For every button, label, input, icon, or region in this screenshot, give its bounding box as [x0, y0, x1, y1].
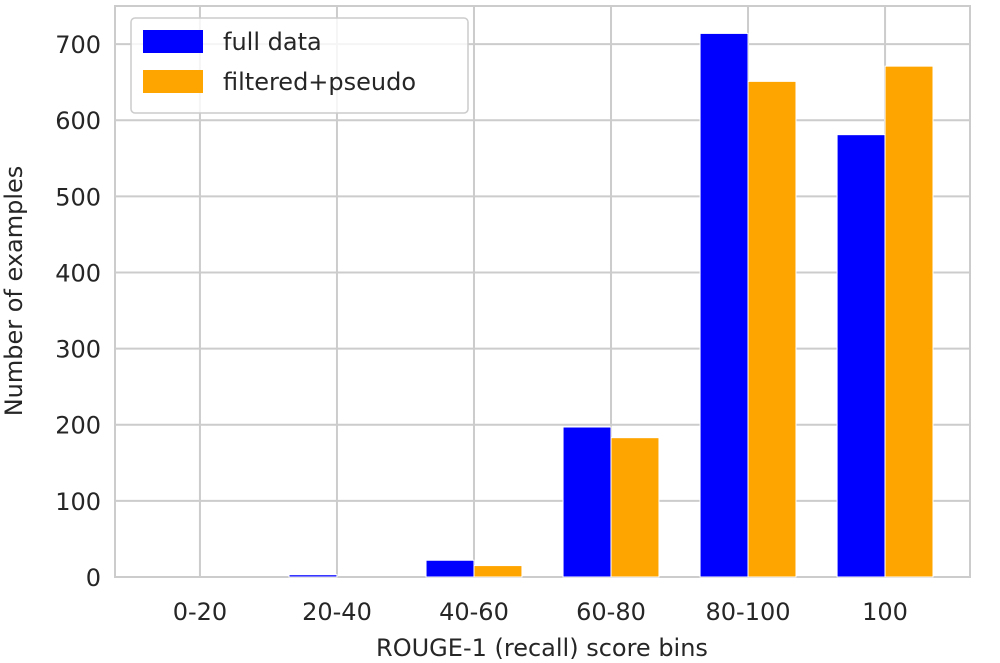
legend: full data filtered+pseudo: [130, 17, 469, 114]
y-tick-label: 200: [55, 412, 101, 440]
bar-filtered-pseudo-100: [884, 65, 934, 578]
y-tick-label: 400: [55, 259, 101, 287]
legend-swatch: [143, 70, 203, 93]
bars: [288, 32, 934, 578]
bar-full-data-40-60: [425, 559, 475, 578]
x-axis-label: ROUGE-1 (recall) score bins: [376, 634, 708, 662]
x-tick-label: 20-40: [302, 598, 372, 626]
x-tick-label: 100: [862, 598, 908, 626]
bar-full-data-20-40: [288, 574, 338, 578]
bar-filtered-pseudo-40-60: [473, 565, 523, 578]
y-axis-ticks: 0 100 200 300 400 500 600 700: [55, 31, 101, 592]
x-tick-label: 0-20: [173, 598, 227, 626]
x-axis-ticks: 0-20 20-40 40-60 60-80 80-100 100: [173, 598, 908, 626]
legend-label: filtered+pseudo: [223, 68, 416, 96]
y-tick-label: 300: [55, 336, 101, 364]
y-tick-label: 700: [55, 31, 101, 59]
y-tick-label: 100: [55, 488, 101, 516]
legend-box: [130, 17, 469, 114]
x-tick-label: 80-100: [706, 598, 791, 626]
bar-filtered-pseudo-80-100: [747, 80, 797, 578]
y-tick-label: 0: [86, 564, 101, 592]
bar-filtered-pseudo-60-80: [610, 437, 660, 578]
x-tick-label: 40-60: [439, 598, 509, 626]
bar-full-data-100: [836, 134, 886, 578]
legend-label: full data: [223, 28, 322, 56]
y-tick-label: 600: [55, 107, 101, 135]
y-tick-label: 500: [55, 183, 101, 211]
legend-swatch: [143, 30, 203, 53]
x-tick-label: 60-80: [576, 598, 646, 626]
bar-full-data-60-80: [562, 426, 612, 578]
y-axis-label: Number of examples: [0, 166, 28, 417]
bar-full-data-80-100: [699, 32, 749, 578]
